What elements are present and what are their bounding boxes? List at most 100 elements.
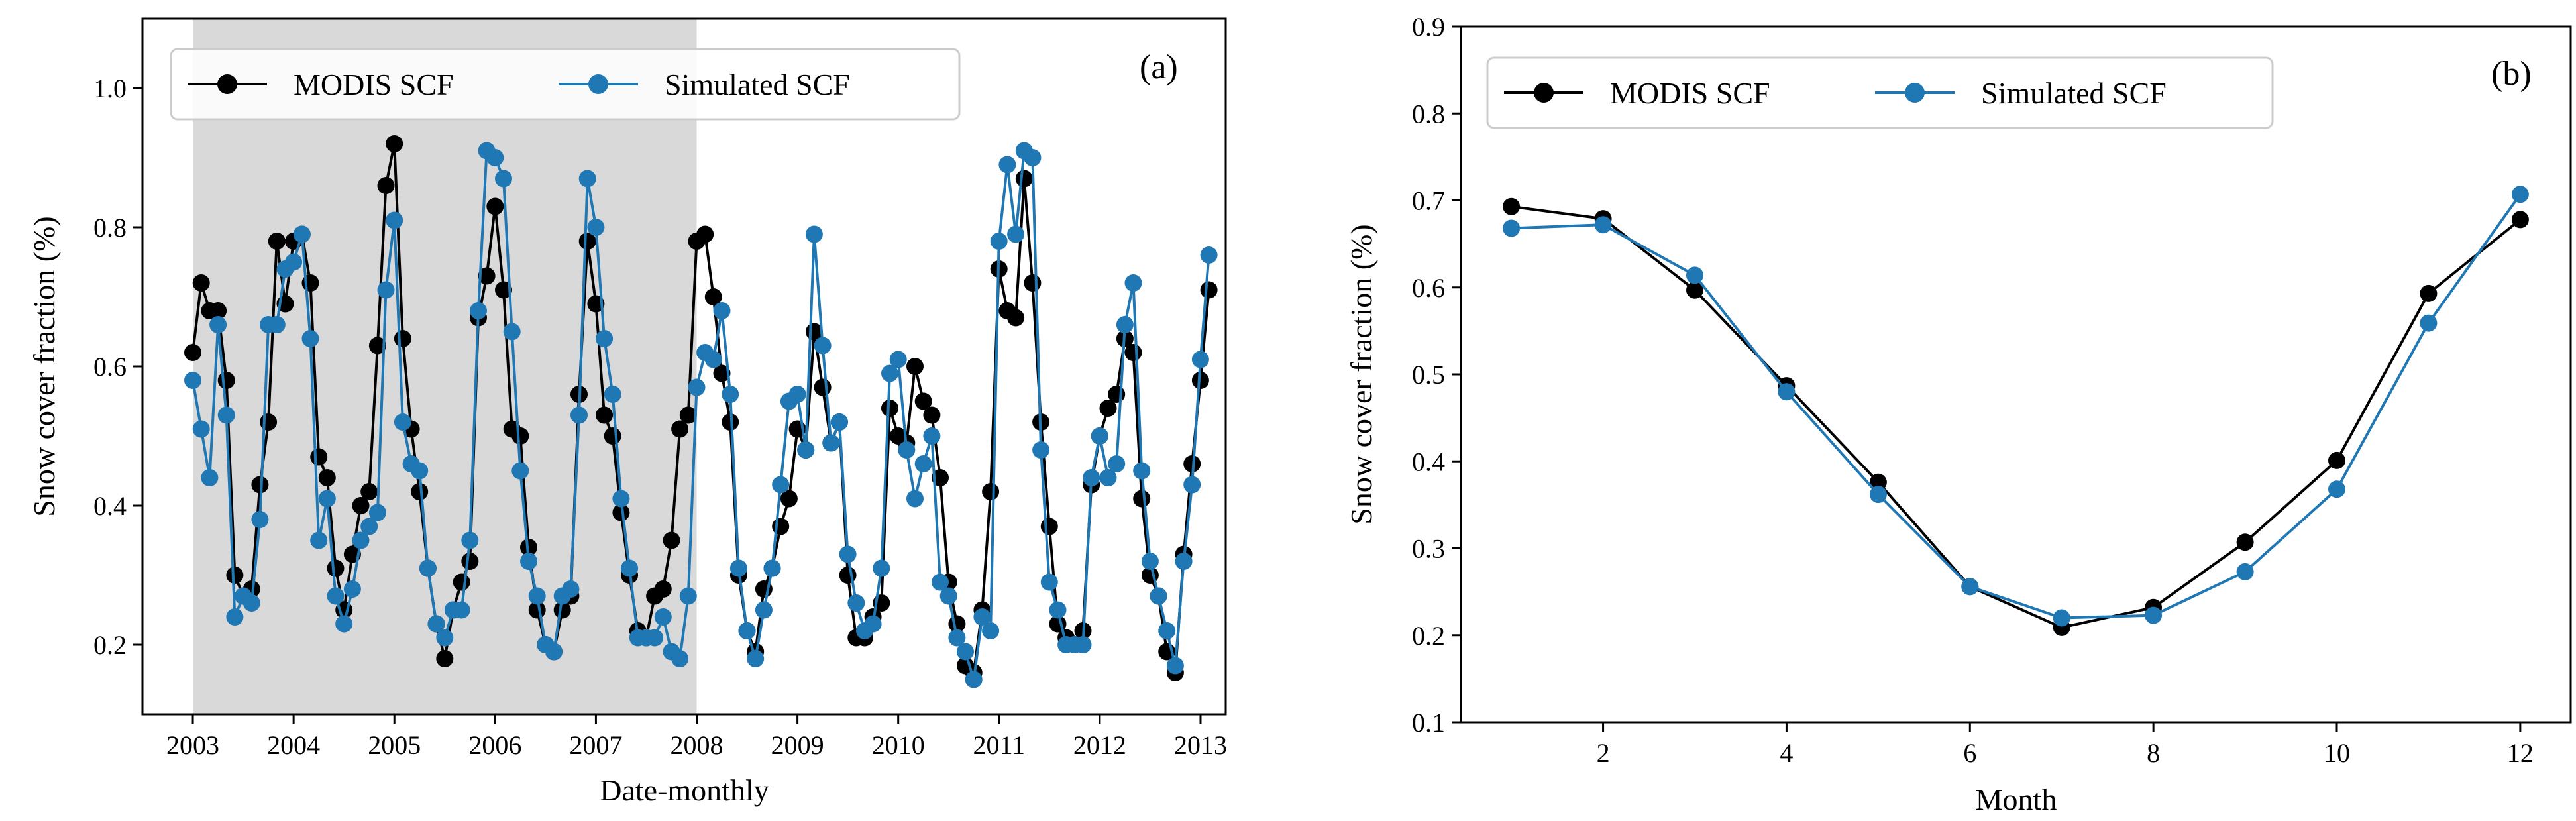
chart-a-modis-point xyxy=(192,274,210,292)
chart-a-modis-point xyxy=(722,413,739,431)
chart-a-simulated-point xyxy=(1099,469,1117,486)
chart-a-modis-point xyxy=(671,420,689,438)
chart-a-simulated-point xyxy=(310,531,328,549)
chart-a-modis-point xyxy=(360,483,378,500)
chart-a-simulated-point xyxy=(1049,601,1067,619)
chart-b-simulated-point xyxy=(1869,486,1887,504)
chart-a-modis-point xyxy=(1007,309,1025,327)
chart-a-modis-point xyxy=(1040,518,1058,535)
chart-a-simulated-point xyxy=(1158,622,1176,639)
chart-a-simulated-point xyxy=(495,170,512,188)
chart-a-xlabel: Date-monthly xyxy=(600,773,769,807)
chart-a-simulated-point xyxy=(729,559,747,577)
chart-a-simulated-point xyxy=(209,316,227,333)
chart-a-simulated-point xyxy=(1141,553,1159,570)
chart-a-simulated-point xyxy=(1183,476,1201,494)
chart-b-modis-point xyxy=(1503,197,1521,215)
legend-simulated-label: Simulated SCF xyxy=(1981,76,2167,110)
chart-a-simulated-point xyxy=(1191,351,1209,368)
chart-a-modis-point xyxy=(495,281,512,299)
chart-a-simulated-point xyxy=(335,615,353,633)
chart-a-simulated-point xyxy=(906,490,924,508)
chart-a-legend: MODIS SCF Simulated SCF xyxy=(170,48,961,121)
chart-b-legend: MODIS SCF Simulated SCF xyxy=(1486,56,2274,129)
chart-b-xtick-label: 10 xyxy=(2324,738,2350,768)
legend-simulated-marker xyxy=(588,74,608,94)
chart-a-xtick-label: 2011 xyxy=(973,730,1026,760)
chart-a-simulated-point xyxy=(805,225,823,243)
chart-a-simulated-point xyxy=(285,253,303,271)
chart-a-modis-point xyxy=(982,483,1000,500)
chart-a-simulated-point xyxy=(578,170,596,188)
chart-a-simulated-point xyxy=(268,316,286,333)
chart-b-ytick-label: 0.8 xyxy=(1412,99,1445,129)
chart-a-modis-point xyxy=(578,233,596,250)
chart-a-modis-point xyxy=(310,448,328,466)
chart-a-panel-label: (a) xyxy=(1140,48,1178,86)
chart-a-simulated-point xyxy=(419,559,437,577)
chart-a-modis-point xyxy=(260,413,278,431)
chart-a-simulated-point xyxy=(368,504,386,521)
chart-b-ytick-label: 0.2 xyxy=(1412,621,1445,651)
chart-a-simulated-point xyxy=(948,629,966,647)
chart-a-modis-point xyxy=(814,378,832,396)
chart-a-simulated-point xyxy=(722,386,739,403)
chart-a-simulated-point xyxy=(704,351,722,368)
chart-b-simulated-point xyxy=(2145,606,2163,624)
chart-a-simulated-point xyxy=(318,490,336,508)
chart-a-simulated-point xyxy=(520,553,537,570)
chart-a-modis-point xyxy=(251,476,269,494)
chart-a-modis-point xyxy=(478,267,496,285)
chart-a-simulated-point xyxy=(957,643,974,661)
chart-a-simulated-point xyxy=(503,323,521,341)
chart-a-modis-point xyxy=(453,573,470,591)
chart-a-modis-point xyxy=(663,531,680,549)
chart-a-simulated-point xyxy=(453,601,470,619)
chart-a-modis-point xyxy=(1108,386,1126,403)
chart-a-simulated-point xyxy=(201,469,219,486)
chart-a-simulated-point xyxy=(1040,573,1058,591)
chart-a-modis-point xyxy=(327,559,345,577)
chart-b-simulated-point xyxy=(2420,314,2438,332)
chart-b-ytick-label: 0.3 xyxy=(1412,534,1445,564)
chart-b-ytick-label: 0.1 xyxy=(1412,708,1445,738)
chart-a-modis-point xyxy=(386,135,403,152)
chart-a-modis-point xyxy=(377,177,395,194)
chart-b-xlabel: Month xyxy=(1976,783,2057,816)
chart-a-simulated-point xyxy=(1166,657,1184,675)
chart-a-modis-point xyxy=(486,197,504,215)
chart-a-xtick-label: 2010 xyxy=(872,730,925,760)
chart-a-ytick-label: 0.2 xyxy=(93,630,127,660)
chart-b-xtick-label: 2 xyxy=(1597,738,1610,768)
chart-a-modis-point xyxy=(713,364,731,382)
chart-b-simulated-point xyxy=(2328,480,2345,498)
chart-a-simulated-point xyxy=(713,302,731,319)
chart-a-modis-point xyxy=(881,400,898,417)
chart-a-simulated-point xyxy=(1032,441,1050,459)
chart-a-simulated-point xyxy=(394,413,411,431)
chart-a-simulated-point xyxy=(411,462,429,480)
chart-a-series xyxy=(184,135,1218,688)
chart-a-simulated-point xyxy=(839,545,857,563)
chart-a-simulated-point xyxy=(898,441,916,459)
chart-a-simulated-point xyxy=(982,622,1000,639)
chart-a-simulated-point xyxy=(612,490,630,508)
chart-a-simulated-point xyxy=(847,594,865,612)
chart-a-ticks: 2003 2004 2005 2006 2007 2008 2009 2010 2011 2012… xyxy=(93,74,1227,760)
chart-a-simulated-point xyxy=(1108,455,1126,472)
chart-b-modis-line xyxy=(1511,205,2522,629)
chart-a-simulated-point xyxy=(470,302,487,319)
chart-a-simulated-point xyxy=(327,587,345,605)
chart-a-modis-point xyxy=(368,337,386,355)
chart-a-simulated-point xyxy=(587,219,605,236)
chart-a: 2003 2004 2005 2006 2007 2008 2009 2010 2011 2012… xyxy=(27,17,1227,807)
chart-b-simulated-line xyxy=(1511,193,2522,620)
chart-a-modis-point xyxy=(394,330,411,347)
chart-a-simulated-point xyxy=(360,518,378,535)
chart-a-modis-point xyxy=(704,288,722,305)
chart-a-modis-point xyxy=(1191,372,1209,389)
chart-a-modis-point xyxy=(209,302,227,319)
chart-a-modis-point xyxy=(914,392,932,410)
chart-a-xtick-label: 2006 xyxy=(468,730,521,760)
chart-a-modis-point xyxy=(1133,490,1151,508)
